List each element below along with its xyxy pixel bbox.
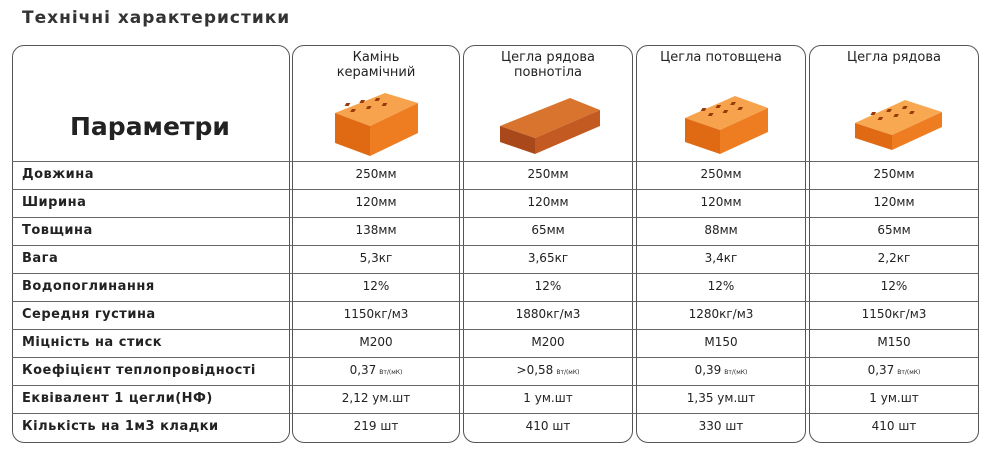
cell-unit: Вт/(мК) [897,369,921,376]
cell: M150 [704,335,738,349]
corner-label: Параметри [70,112,230,141]
row-line [12,217,978,245]
cell-value: >0,58 [516,363,554,377]
row-label: Кількість на 1м3 кладки [22,419,219,434]
row-line [12,245,978,273]
row-label: Коефіцієнт теплопровідності [22,363,256,378]
column-header: Камінь керамічний [336,50,416,80]
cell: 1280кг/м3 [688,307,754,321]
cell: 120мм [873,195,915,209]
cell: 0,37 Вт/(мК) [292,357,460,386]
cell: 0,37 Вт/(мК) [809,357,979,386]
cell: 1150кг/м3 [343,307,409,321]
cell: 410 шт [525,419,571,433]
column-header: Цегла рядова повнотіла [501,50,595,80]
cell: 2,2кг [877,251,911,265]
row-line [12,273,978,301]
row-label: Вага [22,251,59,266]
column-box [636,45,806,443]
cell: M200 [531,335,565,349]
brick-image [855,100,942,150]
cell: 88мм [704,223,738,237]
cell: 0,39 Вт/(мК) [636,357,806,386]
cell: 120мм [700,195,742,209]
cell-value: 0,39 [694,363,722,377]
cell: 250мм [873,167,915,181]
cell: 65мм [877,223,911,237]
row-line [12,189,978,217]
brick-image [685,96,768,154]
brick-image [500,98,600,154]
column-header: Цегла рядова [847,50,941,65]
row-line [12,161,978,189]
cell: 12% [534,279,562,293]
cell-value: 0,37 [867,363,895,377]
title: Технічні характеристики [22,8,291,28]
row-line [12,413,978,441]
cell: >0,58 Вт/(мК) [463,357,633,386]
cell: 250мм [527,167,569,181]
param-box [12,45,290,443]
row-line [12,357,978,385]
row-label: Довжина [22,167,95,182]
row-line [12,385,978,413]
cell: 3,4кг [704,251,738,265]
cell: 3,65кг [527,251,569,265]
cell-unit: Вт/(мК) [379,369,403,376]
cell: 1,35 ум.шт [686,391,756,405]
row-label: Середня густина [22,307,156,322]
cell: 1150кг/м3 [861,307,927,321]
cell: 138мм [355,223,397,237]
cell: 330 шт [698,419,744,433]
cell: 120мм [355,195,397,209]
cell-unit: Вт/(мК) [724,369,748,376]
cell: 5,3кг [359,251,393,265]
cell: 2,12 ум.шт [341,391,411,405]
cell: 1880кг/м3 [515,307,581,321]
cell: M150 [877,335,911,349]
cell-value: 0,37 [349,363,377,377]
cell: 219 шт [353,419,399,433]
column-box [809,45,979,443]
cell: 12% [362,279,390,293]
cell: 12% [880,279,908,293]
cell: 1 ум.шт [523,391,573,405]
cell: 410 шт [871,419,917,433]
cell-unit: Вт/(мК) [556,369,580,376]
row-label: Ширина [22,195,87,210]
column-box [292,45,460,443]
row-label: Товщина [22,223,93,238]
row-label: Еквівалент 1 цегли(НФ) [22,391,213,406]
row-line [12,301,978,329]
row-label: Міцність на стиск [22,335,163,350]
cell: 120мм [527,195,569,209]
cell: 65мм [531,223,565,237]
column-header: Цегла потовщена [660,50,782,65]
row-line [12,329,978,357]
cell: 1 ум.шт [869,391,919,405]
row-label: Водопоглинання [22,279,155,294]
cell: 250мм [355,167,397,181]
column-box [463,45,633,443]
cell: 12% [707,279,735,293]
cell: M200 [359,335,393,349]
brick-image [335,93,418,156]
cell: 250мм [700,167,742,181]
